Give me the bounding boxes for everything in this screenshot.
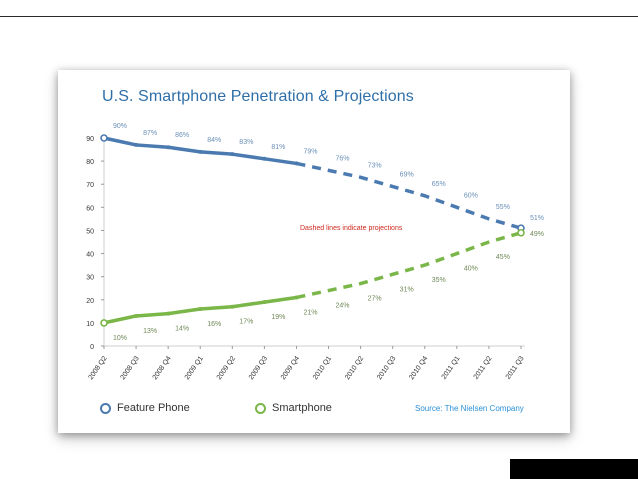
- chart-title: U.S. Smartphone Penetration & Projection…: [102, 88, 414, 105]
- data-point-smartphone: [262, 300, 267, 305]
- projection-annotation: Dashed lines indicate projections: [300, 225, 403, 232]
- data-label-smartphone: 16%: [207, 321, 221, 328]
- data-label-smartphone: 40%: [464, 266, 478, 273]
- y-tick-label: 70: [86, 182, 94, 189]
- x-tick-label: 2010 Q3: [376, 355, 397, 381]
- data-label-smartphone: 17%: [239, 319, 253, 326]
- data-point-smartphone: [517, 228, 525, 237]
- data-point-smartphone: [166, 311, 171, 316]
- data-point-smartphone: [198, 307, 203, 312]
- x-tick-label: 2008 Q2: [87, 355, 108, 381]
- data-label-smartphone: 24%: [336, 303, 350, 310]
- data-label-smartphone: 49%: [530, 231, 544, 238]
- y-tick-label: 60: [86, 205, 94, 212]
- data-point-feature-phone: [294, 161, 299, 166]
- chart-card: [58, 70, 570, 433]
- data-label-smartphone: 10%: [113, 335, 127, 342]
- x-tick-label: 2008 Q3: [120, 355, 141, 381]
- y-tick-label: 0: [90, 344, 94, 351]
- data-label-feature-phone: 90%: [113, 123, 127, 130]
- top-divider-line: [0, 16, 638, 17]
- data-label-smartphone: 19%: [271, 314, 285, 321]
- data-label-feature-phone: 60%: [464, 192, 478, 199]
- data-point-feature-phone: [166, 145, 171, 150]
- data-label-smartphone: 31%: [400, 286, 414, 293]
- data-point-smartphone: [134, 313, 139, 318]
- data-label-smartphone: 45%: [496, 254, 510, 261]
- data-label-feature-phone: 69%: [400, 172, 414, 179]
- black-bar: [510, 459, 638, 479]
- y-tick-label: 40: [86, 252, 94, 259]
- data-label-feature-phone: 84%: [207, 137, 221, 144]
- legend-item-smartphone: Smartphone: [255, 402, 332, 414]
- y-tick-label: 50: [86, 228, 94, 235]
- data-point-smartphone: [230, 304, 235, 309]
- data-label-feature-phone: 76%: [336, 155, 350, 162]
- data-label-feature-phone: 55%: [496, 204, 510, 211]
- legend-label-smartphone: Smartphone: [272, 402, 332, 414]
- x-tick-label: 2010 Q1: [312, 355, 333, 381]
- data-point-feature-phone: [198, 149, 203, 154]
- x-tick-label: 2009 Q3: [248, 355, 269, 381]
- x-tick-label: 2009 Q4: [280, 355, 301, 381]
- data-label-feature-phone: 86%: [175, 132, 189, 139]
- legend-marker-feature-phone-icon: [100, 402, 111, 414]
- x-tick-label: 2010 Q2: [344, 355, 365, 381]
- data-label-smartphone: 27%: [368, 296, 382, 303]
- y-tick-label: 30: [86, 275, 94, 282]
- data-label-smartphone: 14%: [175, 326, 189, 333]
- data-point-smartphone: [294, 295, 299, 300]
- data-label-smartphone: 21%: [303, 309, 317, 316]
- data-point-feature-phone: [100, 134, 108, 142]
- x-tick-label: 2009 Q2: [216, 355, 237, 381]
- x-tick-label: 2011 Q1: [441, 355, 462, 381]
- y-tick-label: 20: [86, 298, 94, 305]
- data-point-feature-phone: [134, 142, 139, 147]
- data-point-feature-phone: [262, 156, 267, 161]
- x-tick-label: 2011 Q2: [473, 355, 494, 381]
- series-line-feature-phone-projected: [296, 161, 522, 230]
- y-tick-label: 10: [86, 321, 94, 328]
- data-point-smartphone: [100, 319, 108, 327]
- legend-label-feature-phone: Feature Phone: [117, 402, 190, 414]
- data-label-feature-phone: 79%: [303, 148, 317, 155]
- legend-marker-smartphone-icon: [255, 402, 266, 414]
- source-note: Source: The Nielsen Company: [415, 404, 524, 413]
- data-label-feature-phone: 73%: [368, 162, 382, 169]
- data-label-feature-phone: 65%: [432, 181, 446, 188]
- data-label-smartphone: 35%: [432, 277, 446, 284]
- data-label-feature-phone: 87%: [143, 130, 157, 137]
- data-point-feature-phone: [230, 152, 235, 157]
- y-tick-label: 90: [86, 136, 94, 143]
- y-tick-label: 80: [86, 159, 94, 166]
- data-label-feature-phone: 81%: [271, 144, 285, 151]
- x-tick-label: 2008 Q4: [152, 355, 173, 381]
- data-label-feature-phone: 51%: [530, 215, 544, 222]
- x-tick-label: 2009 Q1: [184, 355, 205, 381]
- data-label-smartphone: 13%: [143, 328, 157, 335]
- x-tick-label: 2011 Q3: [505, 355, 526, 381]
- data-label-feature-phone: 83%: [239, 139, 253, 146]
- series-line-smartphone-projected: [296, 231, 522, 300]
- x-tick-label: 2010 Q4: [408, 355, 429, 381]
- legend-item-feature-phone: Feature Phone: [100, 402, 190, 414]
